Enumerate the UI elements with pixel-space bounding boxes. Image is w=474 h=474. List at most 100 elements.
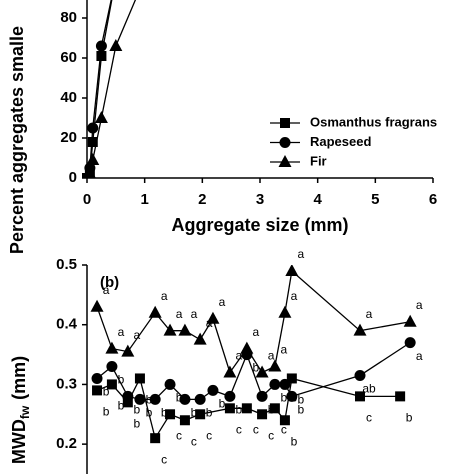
significance-letter: c xyxy=(191,434,197,448)
marker-triangle xyxy=(90,299,104,312)
plot-area xyxy=(90,265,417,444)
marker-circle xyxy=(241,349,253,361)
significance-letter: b xyxy=(146,393,153,407)
x-tick-label: 6 xyxy=(429,191,437,208)
significance-letter: b xyxy=(118,399,125,413)
y-label-main: MWD xyxy=(9,419,29,464)
marker-square xyxy=(96,51,107,61)
legend-label: Osmanthus fragrans xyxy=(310,114,437,129)
marker-triangle xyxy=(278,305,292,318)
significance-letter: a xyxy=(236,349,243,363)
significance-letter: b xyxy=(103,385,110,399)
y-tick-label: 80 xyxy=(60,9,77,26)
legend-marker xyxy=(280,118,290,128)
marker-circle xyxy=(194,393,206,405)
significance-letter: b xyxy=(133,403,140,417)
y-axis-label: MWDfw (mm) xyxy=(9,356,32,464)
y-tick-label: 40 xyxy=(60,89,77,106)
significance-letter: c xyxy=(253,422,259,436)
marker-circle xyxy=(269,378,281,390)
marker-triangle xyxy=(223,365,237,378)
marker-circle xyxy=(256,390,268,402)
significance-letter: b xyxy=(291,434,298,448)
legend-label: Rapeseed xyxy=(310,134,371,149)
significance-letter: b xyxy=(146,406,153,420)
marker-triangle xyxy=(206,311,220,324)
significance-letter: c xyxy=(281,422,287,436)
significance-letter: a xyxy=(219,295,226,309)
significance-letter: b xyxy=(236,403,243,417)
marker-square xyxy=(279,415,290,426)
panel-label: (b) xyxy=(100,274,119,291)
significance-letter: c xyxy=(366,411,372,425)
marker-triangle xyxy=(353,323,367,336)
marker-triangle xyxy=(193,332,207,345)
significance-letter: b xyxy=(133,417,140,431)
marker-triangle xyxy=(255,365,269,378)
marker-triangle xyxy=(403,314,417,327)
marker-circle xyxy=(224,390,236,402)
series-line xyxy=(96,269,411,374)
marker-circle xyxy=(106,361,118,373)
marker-circle xyxy=(207,384,219,396)
marker-square xyxy=(195,409,206,420)
significance-letter: c xyxy=(268,428,274,442)
significance-letter: b xyxy=(206,406,213,420)
x-axis-label: Aggregate size (mm) xyxy=(171,215,348,235)
y-tick-label: 60 xyxy=(60,49,77,66)
significance-letter: b xyxy=(118,373,125,387)
significance-letter: a xyxy=(416,298,423,312)
marker-circle xyxy=(87,122,99,134)
marker-circle xyxy=(164,378,176,390)
significance-letter: b xyxy=(297,403,304,417)
marker-square xyxy=(241,403,252,414)
y-tick-label: 0.5 xyxy=(56,256,77,273)
significance-letter: a xyxy=(297,247,304,261)
marker-circle xyxy=(91,372,103,384)
marker-square xyxy=(134,373,145,384)
significance-letter: a xyxy=(281,343,288,357)
significance-letter: b xyxy=(161,406,168,420)
marker-square xyxy=(179,415,190,426)
series-line xyxy=(96,376,401,440)
significance-letter: a xyxy=(291,289,298,303)
x-tick-label: 2 xyxy=(198,191,206,208)
marker-square xyxy=(269,403,280,414)
significance-letter: b xyxy=(291,391,298,405)
marker-triangle xyxy=(163,323,177,336)
marker-square xyxy=(150,433,161,444)
significance-letter: b xyxy=(281,391,288,405)
significance-letter: b xyxy=(219,397,226,411)
significance-letter: a xyxy=(161,289,168,303)
significance-letter: b xyxy=(268,403,275,417)
significance-letter: c xyxy=(161,452,167,466)
marker-triangle xyxy=(105,341,119,354)
significance-letter: a xyxy=(118,325,125,339)
significance-letter: a xyxy=(206,316,213,330)
y-tick-label: 0.2 xyxy=(56,435,77,452)
significance-letter: a xyxy=(176,307,183,321)
y-label-sub: fw xyxy=(18,405,32,419)
marker-circle xyxy=(404,337,416,349)
significance-letter: c xyxy=(206,428,212,442)
marker-triangle xyxy=(268,359,282,372)
significance-letter: b xyxy=(176,391,183,405)
marker-square xyxy=(106,379,117,390)
x-tick-label: 0 xyxy=(83,191,91,208)
legend-label: Fir xyxy=(310,153,327,168)
marker-square xyxy=(395,391,406,402)
marker-square xyxy=(224,403,235,414)
legend-marker xyxy=(279,137,291,148)
marker-triangle xyxy=(121,344,135,357)
significance-letter: c xyxy=(176,428,182,442)
series-line xyxy=(89,0,112,169)
x-tick-label: 1 xyxy=(140,191,148,208)
marker-triangle xyxy=(94,111,108,123)
marker-square xyxy=(354,391,365,402)
marker-triangle xyxy=(86,153,100,165)
y-axis-label: Percent aggregates smalle xyxy=(7,26,27,254)
y-tick-label: 0.3 xyxy=(56,375,77,392)
significance-letter: ab xyxy=(362,382,376,396)
marker-square xyxy=(257,409,268,420)
